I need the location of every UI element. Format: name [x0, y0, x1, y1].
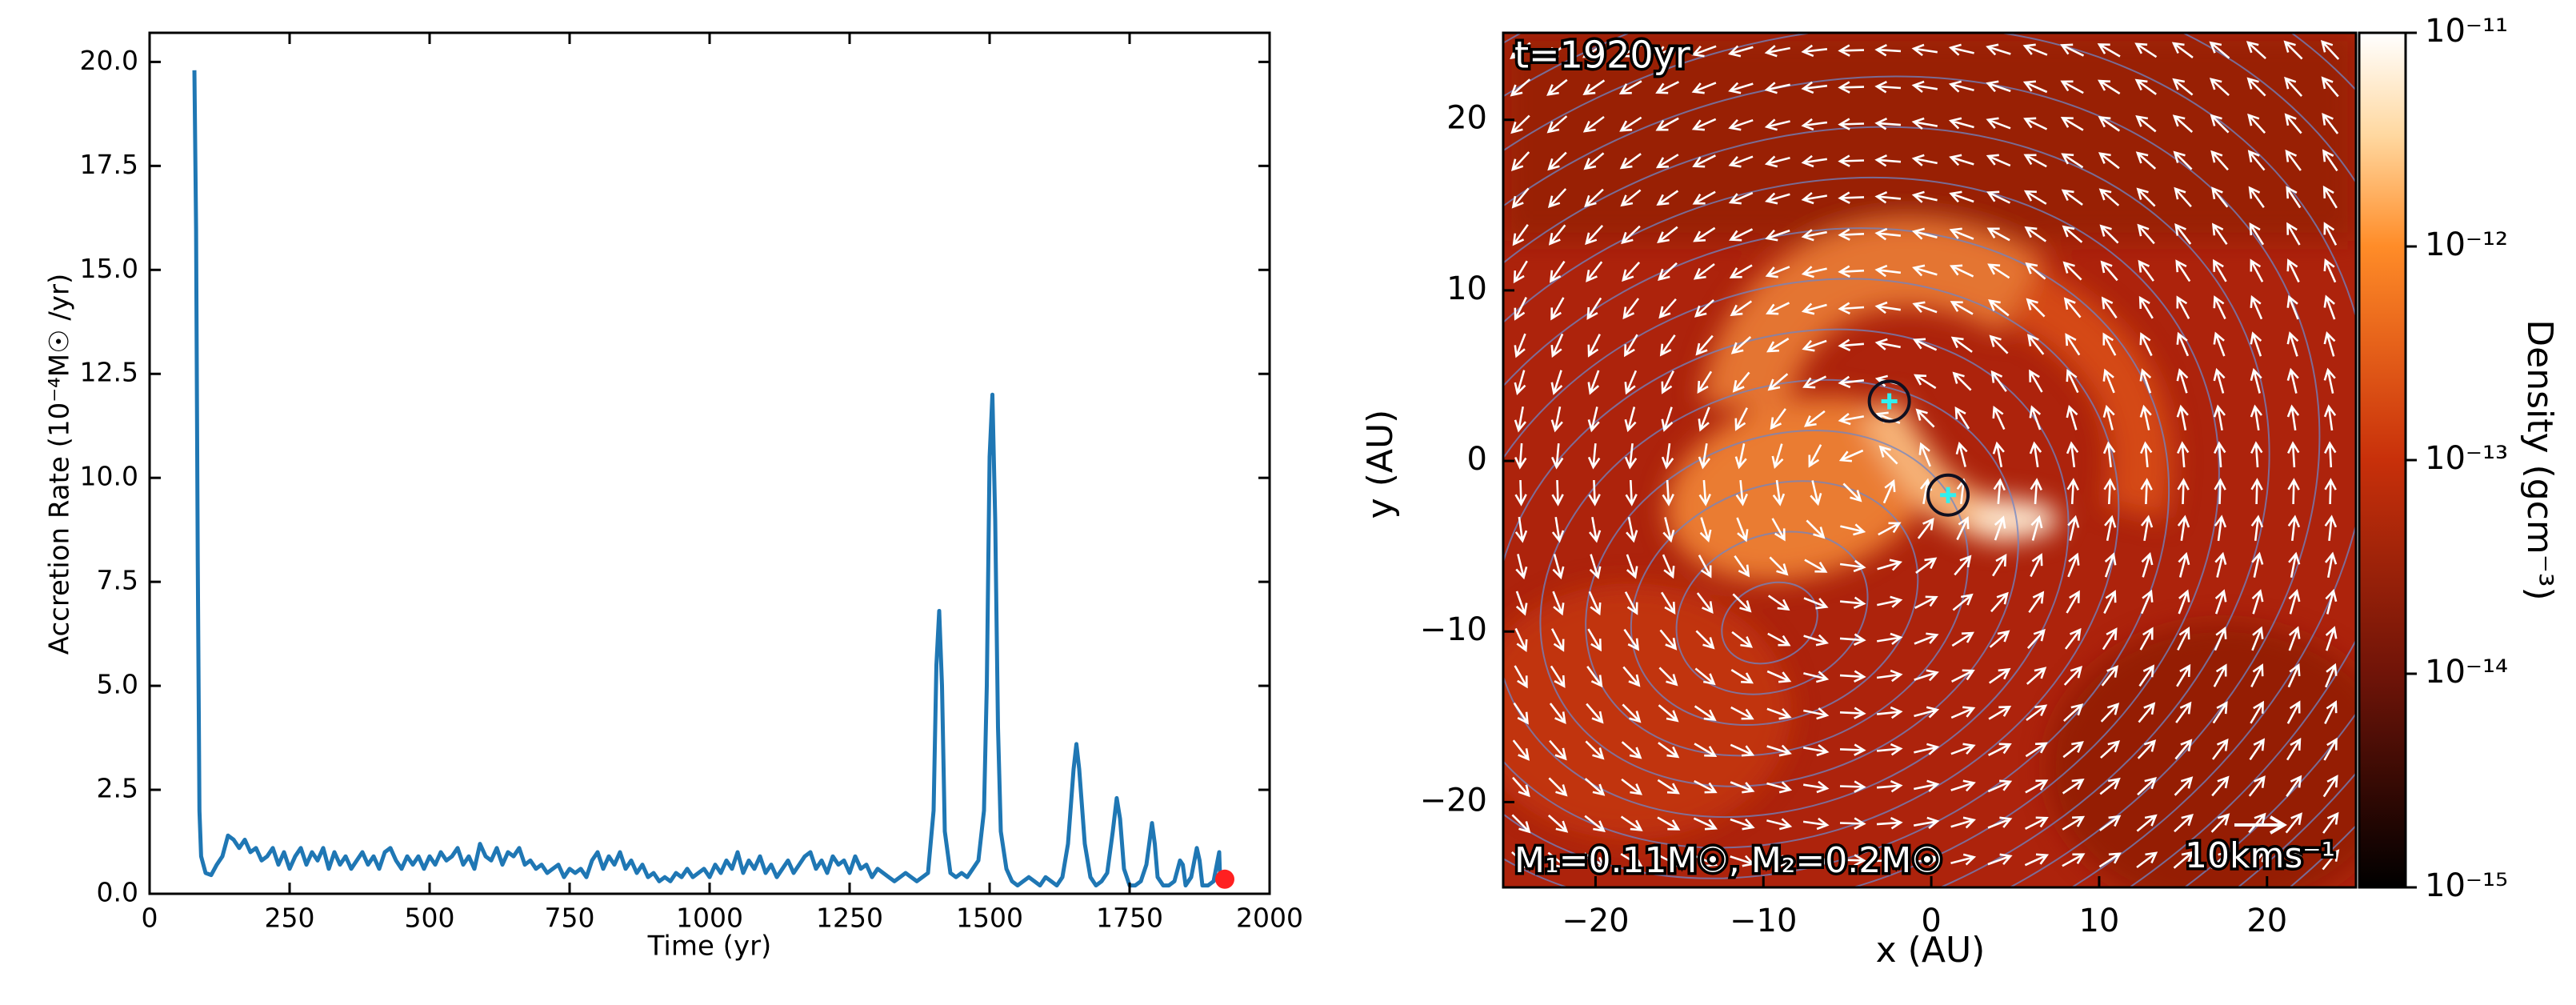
x-axis-label: Time (yr)	[647, 931, 772, 963]
x-tick-label: 10	[2078, 903, 2119, 939]
y-tick-label: 5.0	[97, 669, 138, 700]
x-tick-label: 20	[2246, 903, 2287, 939]
colorbar-tick-label: 10⁻¹⁴	[2425, 654, 2508, 691]
sink-particle	[1926, 473, 1970, 517]
x-tick-label: 1000	[676, 903, 743, 934]
y-tick-label: 10.0	[80, 461, 138, 492]
y-axis-label: y (AU)	[1360, 410, 1401, 519]
x-tick-label: −20	[1562, 903, 1629, 939]
y-tick-label: 12.5	[80, 357, 138, 388]
y-tick-label: 17.5	[80, 149, 138, 180]
x-tick-label: 500	[405, 903, 455, 934]
x-tick-label: 1750	[1096, 903, 1163, 934]
time-label: t=1920yr	[1514, 34, 1690, 77]
x-tick-label: 1250	[816, 903, 883, 934]
sink-cross	[1881, 393, 1898, 410]
y-axis-label: Accretion Rate (10⁻⁴M☉ /yr)	[44, 274, 76, 655]
density-shade	[1503, 583, 1791, 839]
current-time-marker	[1215, 869, 1234, 889]
streamline	[1503, 278, 2120, 849]
mass-label: M₁=0.11M☉, M₂=0.2M☉	[1514, 840, 1943, 881]
streamline	[1585, 430, 1970, 757]
streamline	[1503, 227, 2170, 879]
x-tick-label: 2000	[1236, 903, 1303, 934]
sink-cross	[1940, 486, 1957, 503]
density-shade	[1503, 33, 2356, 241]
y-tick-label: 20.0	[80, 45, 138, 76]
density-blob	[1666, 396, 1933, 582]
streamline	[1503, 33, 2356, 887]
x-axis-label: x (AU)	[1876, 930, 1986, 971]
streamline	[1539, 378, 2019, 787]
streamline	[1630, 480, 1919, 727]
streamline	[1675, 531, 1869, 695]
y-tick-label: 7.5	[97, 565, 138, 596]
velocity-field	[1510, 40, 2340, 871]
colorbar-tick-label: 10⁻¹³	[2425, 440, 2508, 477]
density-core	[1971, 500, 2059, 539]
y-tick-label: 15.0	[80, 253, 138, 284]
density-map	[1503, 33, 2356, 887]
x-tick-label: 750	[545, 903, 595, 934]
y-tick-label: 2.5	[97, 773, 138, 804]
streamline	[1503, 126, 2270, 887]
streamline	[1503, 328, 2070, 819]
streamline	[1503, 75, 2321, 887]
x-tick-label: 1500	[956, 903, 1023, 934]
y-tick-label: −10	[1420, 611, 1487, 648]
colorbar-tick-label: 10⁻¹²	[2425, 226, 2508, 263]
y-tick-label: −20	[1420, 782, 1487, 819]
y-tick-label: 0	[1467, 441, 1487, 478]
colorbar-tick-label: 10⁻¹⁵	[2425, 867, 2508, 904]
sink-particle	[1867, 379, 1911, 423]
y-tick-label: 20	[1446, 100, 1487, 137]
vector-key-label: 10kms⁻¹	[2185, 835, 2335, 876]
axes-frame	[148, 31, 1271, 895]
colorbar-label: Density (gcm⁻³)	[2519, 319, 2560, 600]
x-tick-label: 0	[142, 903, 158, 934]
x-tick-label: −10	[1730, 903, 1797, 939]
x-tick-label: 0	[1921, 903, 1941, 939]
density-arm	[2009, 267, 2174, 520]
data-line	[192, 70, 1222, 888]
x-tick-label: 250	[265, 903, 315, 934]
colorbar-tick-label: 10⁻¹¹	[2425, 13, 2508, 50]
y-tick-label: 10	[1446, 270, 1487, 307]
colorbar	[2358, 31, 2407, 889]
vector-key-arrow	[2234, 815, 2287, 835]
y-tick-label: 0.0	[97, 877, 138, 908]
